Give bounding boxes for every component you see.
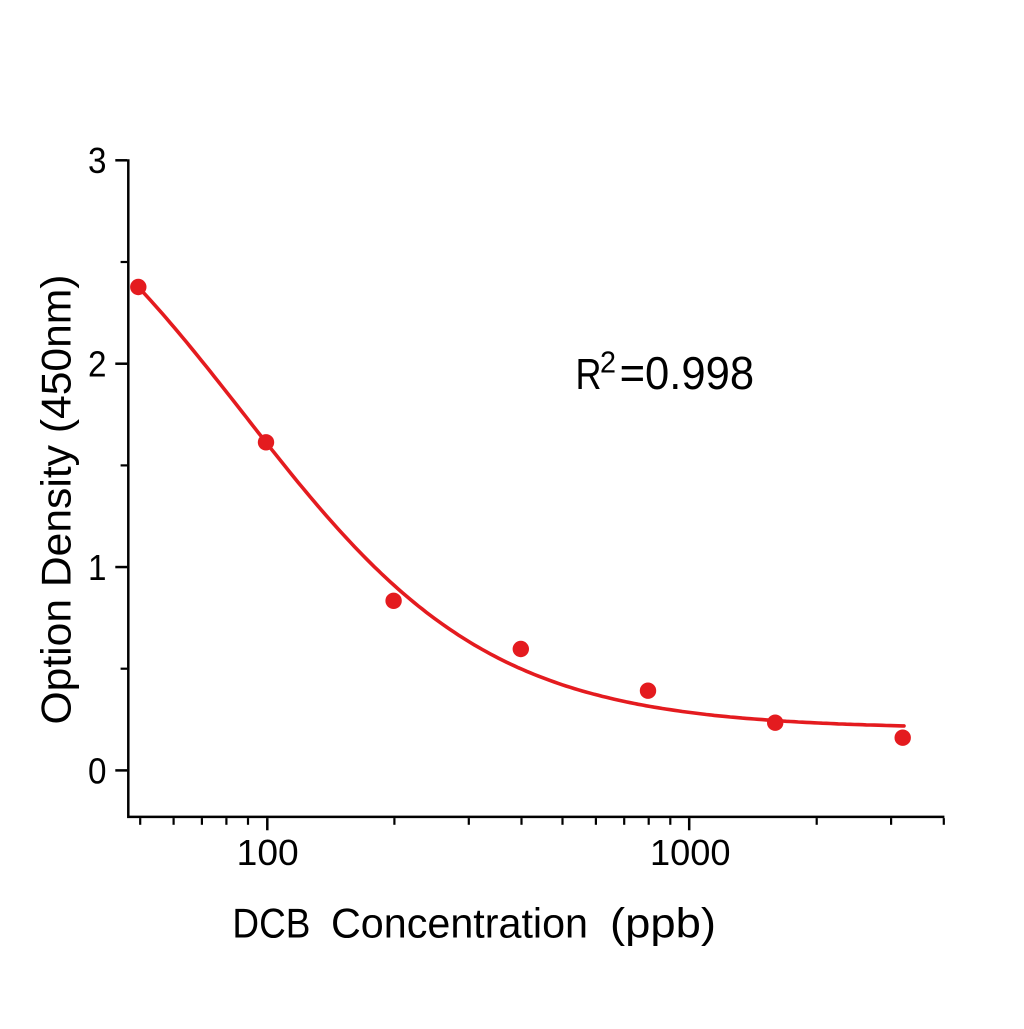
- svg-text:R: R: [576, 350, 602, 399]
- svg-text:Option Density (450nm): Option Density (450nm): [33, 275, 80, 725]
- svg-text:0: 0: [88, 750, 107, 791]
- svg-text:2: 2: [88, 344, 107, 385]
- svg-text:1: 1: [88, 547, 107, 588]
- svg-text:Concentration: Concentration: [331, 900, 588, 947]
- svg-text:=0.998: =0.998: [620, 347, 755, 399]
- svg-text:DCB: DCB: [232, 900, 310, 947]
- svg-text:3: 3: [88, 140, 107, 181]
- svg-text:(ppb): (ppb): [610, 900, 716, 947]
- svg-text:1000: 1000: [650, 832, 731, 873]
- svg-text:2: 2: [600, 344, 616, 379]
- svg-text:100: 100: [237, 832, 299, 873]
